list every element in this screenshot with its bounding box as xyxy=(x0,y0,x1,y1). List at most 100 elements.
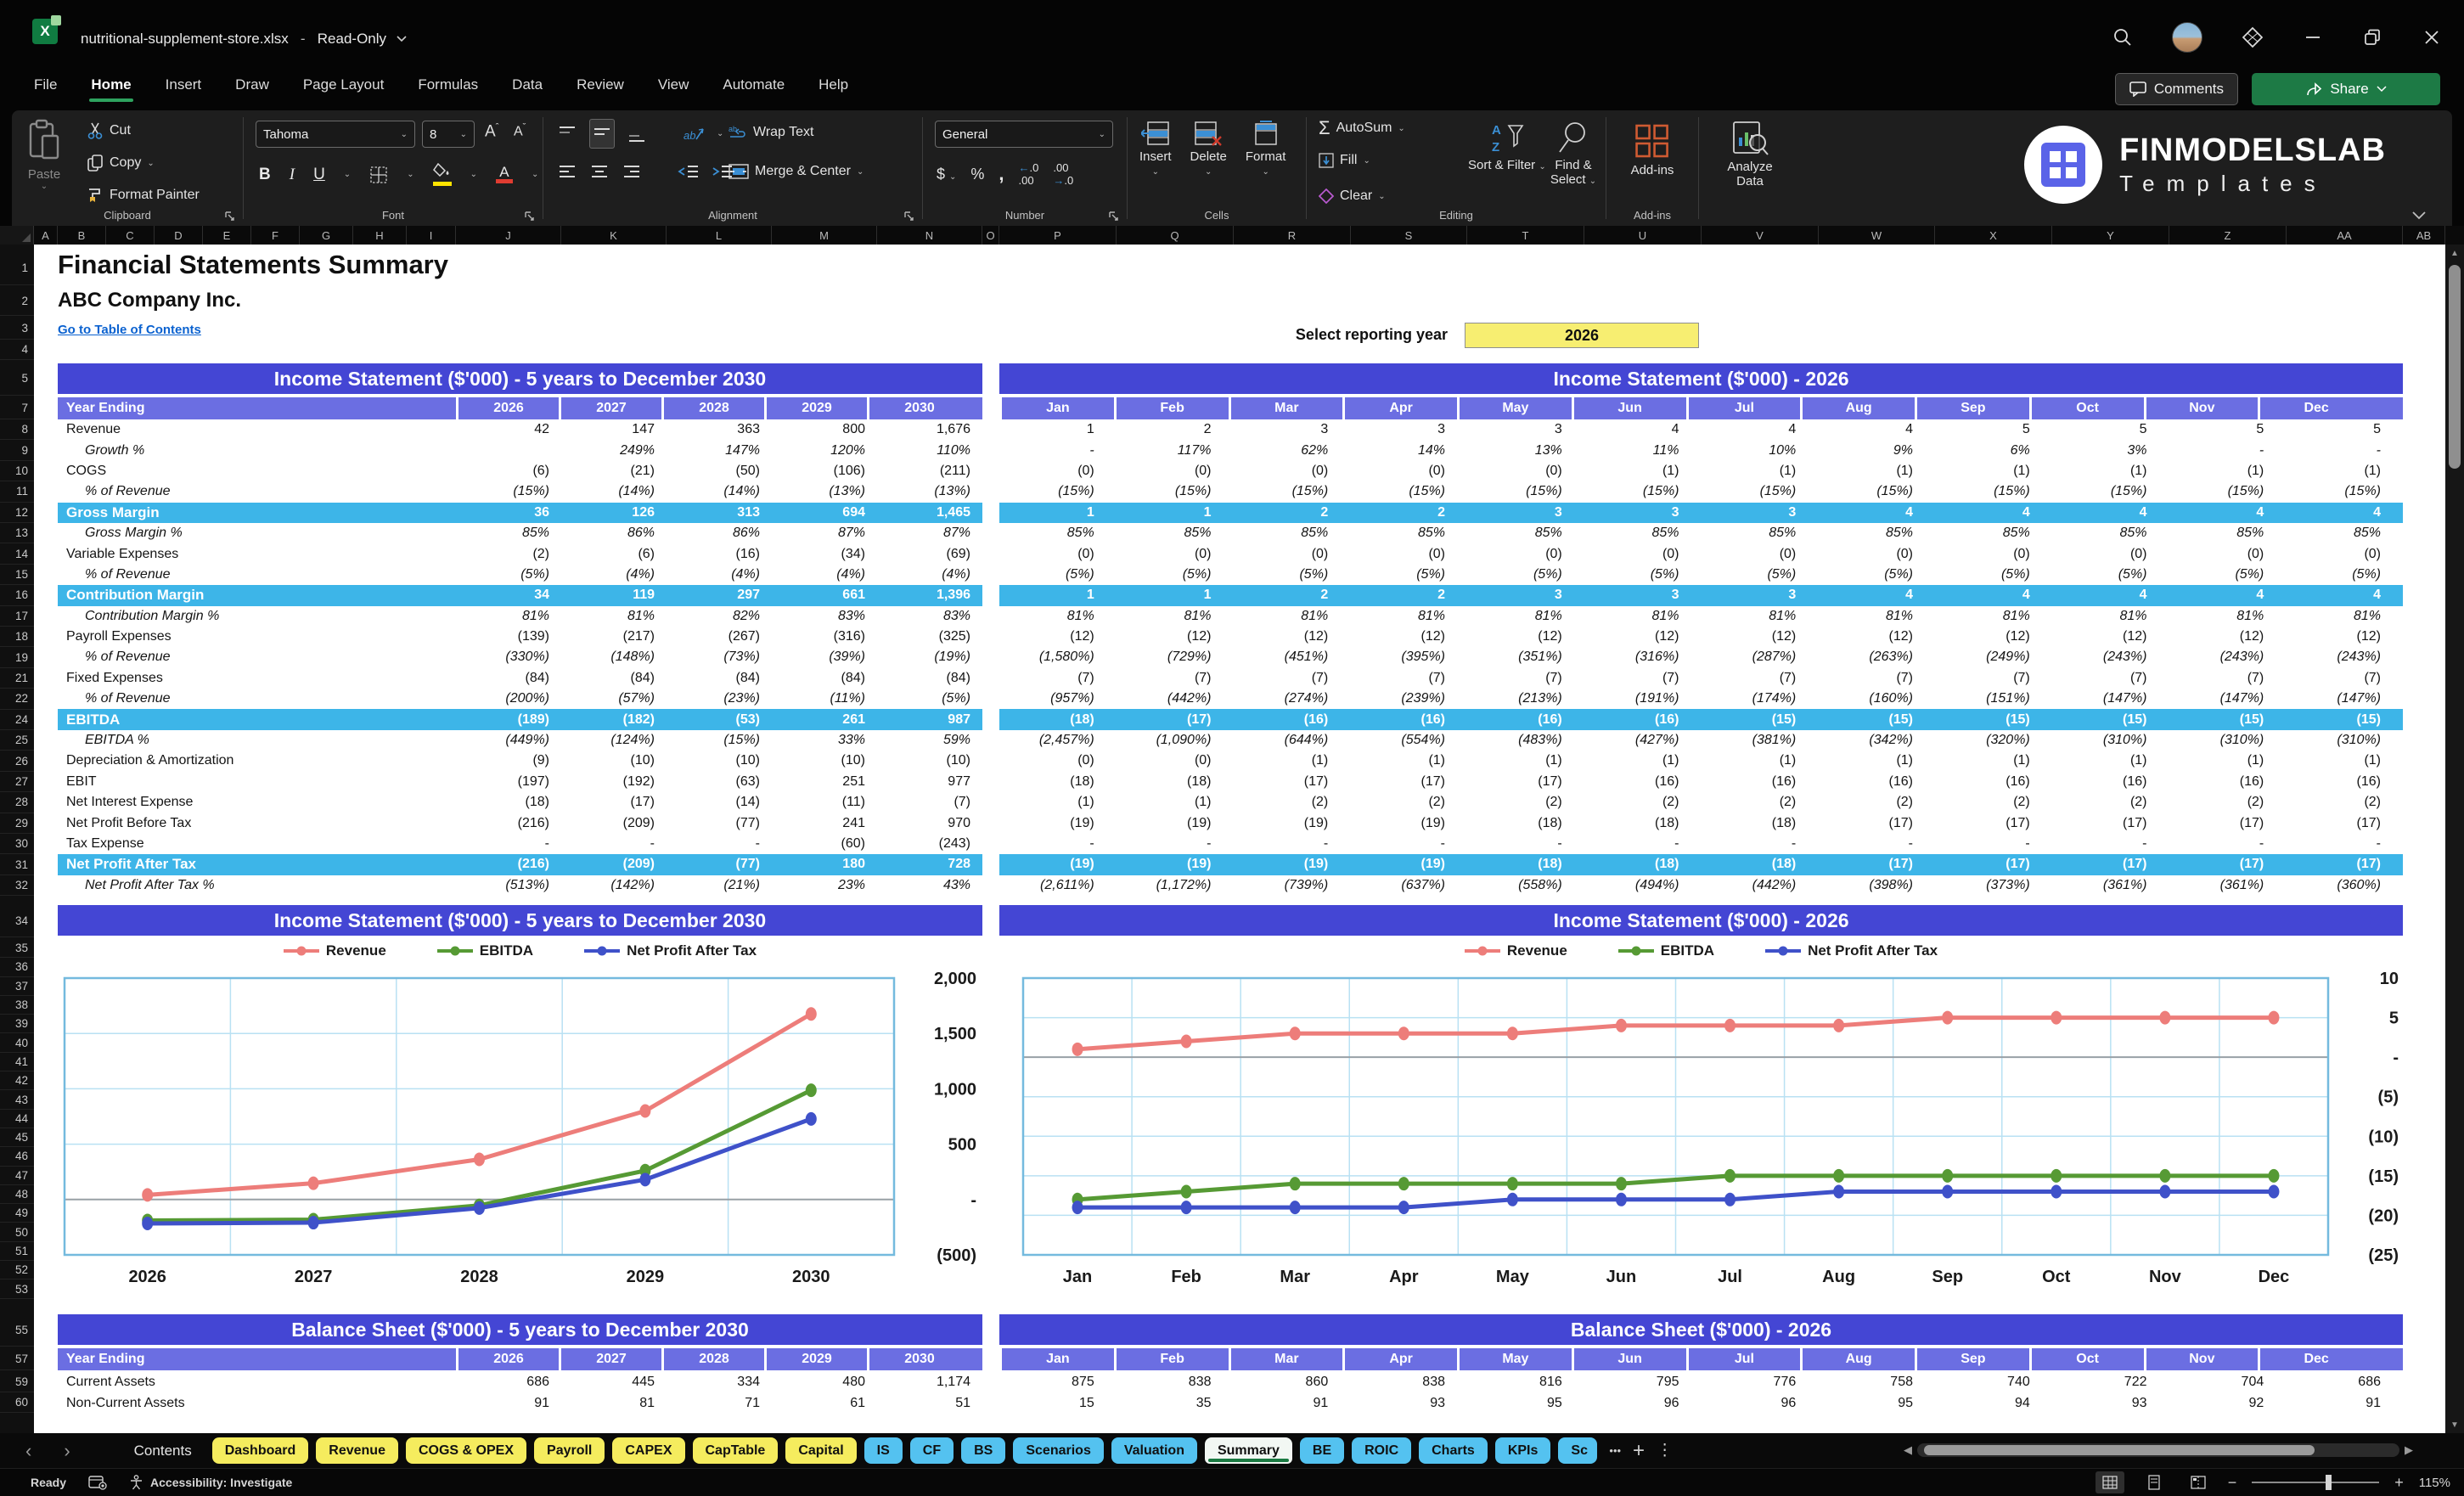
table-row[interactable]: % of Revenue(15%)(14%)(14%)(13%)(13%) xyxy=(58,481,982,502)
cell-value[interactable]: 85% xyxy=(1117,526,1234,541)
table-row[interactable]: EBIT(197)(192)(63)251977 xyxy=(58,772,982,792)
align-middle-button[interactable] xyxy=(589,119,615,149)
cell-value[interactable]: (124%) xyxy=(561,733,667,748)
row-header-10[interactable]: 10 xyxy=(0,461,34,481)
cell-value[interactable]: (84) xyxy=(877,671,982,686)
cell-value[interactable]: (18) xyxy=(456,795,561,810)
decrease-indent-icon[interactable] xyxy=(678,161,700,182)
row-header-43[interactable]: 43 xyxy=(0,1090,34,1109)
page-break-view-button[interactable] xyxy=(2184,1471,2213,1493)
delete-cells-button[interactable]: Delete⌄ xyxy=(1190,121,1227,177)
period-header-Feb[interactable]: Feb xyxy=(1114,1348,1229,1370)
column-header-AB[interactable]: AB xyxy=(2403,226,2445,245)
cell-value[interactable]: 4 xyxy=(2169,505,2287,520)
cell-value[interactable]: 87% xyxy=(877,526,982,541)
cell-value[interactable]: 81% xyxy=(456,609,561,624)
sheet-tab-bs[interactable]: BS xyxy=(961,1437,1005,1464)
cell-value[interactable]: (182) xyxy=(561,712,667,728)
cell-value[interactable]: (15) xyxy=(2169,712,2287,728)
cell-value[interactable]: 81% xyxy=(999,609,1117,624)
number-dialog-launcher[interactable] xyxy=(1108,211,1120,222)
cell-value[interactable]: 5 xyxy=(2286,422,2403,437)
cell-value[interactable]: 81% xyxy=(1234,609,1351,624)
cell-value[interactable]: (23%) xyxy=(667,691,772,706)
cell-value[interactable]: (449%) xyxy=(456,733,561,748)
cell-value[interactable]: (7) xyxy=(1584,671,1702,686)
cell-value[interactable]: (1) xyxy=(999,795,1117,810)
cell-value[interactable]: (151%) xyxy=(1935,691,2052,706)
cell-value[interactable]: (17) xyxy=(2052,816,2169,831)
cell-value[interactable]: (274%) xyxy=(1234,691,1351,706)
cell-value[interactable]: 977 xyxy=(877,774,982,790)
cell-value[interactable]: (39%) xyxy=(772,650,877,665)
row-header-22[interactable]: 22 xyxy=(0,689,34,709)
select-all-corner[interactable] xyxy=(0,226,34,245)
sheet-options-dots[interactable]: ⋮ xyxy=(1657,1441,1673,1460)
table-row[interactable]: Net Interest Expense(18)(17)(14)(11)(7) xyxy=(58,792,982,813)
cell-value[interactable]: (5%) xyxy=(1935,567,2052,582)
cell-value[interactable]: 110% xyxy=(877,443,982,458)
next-sheet-arrow[interactable]: › xyxy=(64,1440,70,1462)
table-row[interactable]: (2,611%)(1,172%)(739%)(637%)(558%)(494%)… xyxy=(999,875,2403,896)
avatar[interactable] xyxy=(2172,22,2202,53)
row-header-42[interactable]: 42 xyxy=(0,1071,34,1090)
table-row[interactable]: 85%85%85%85%85%85%85%85%85%85%85%85% xyxy=(999,523,2403,543)
column-header-O[interactable]: O xyxy=(982,226,999,245)
cell-value[interactable]: (5%) xyxy=(2286,567,2403,582)
period-header-Aug[interactable]: Aug xyxy=(1800,397,1915,419)
cell-value[interactable]: (9) xyxy=(456,753,561,768)
cell-value[interactable]: (2) xyxy=(1467,795,1584,810)
period-header-Aug[interactable]: Aug xyxy=(1800,1348,1915,1370)
cell-value[interactable]: (14%) xyxy=(561,484,667,499)
cell-value[interactable]: - xyxy=(1935,836,2052,852)
cell-value[interactable]: 85% xyxy=(1584,526,1702,541)
cell-value[interactable]: (209) xyxy=(561,816,667,831)
cell-value[interactable]: (239%) xyxy=(1350,691,1467,706)
cell-value[interactable]: (16) xyxy=(1702,774,1819,790)
cell-value[interactable]: 81% xyxy=(1702,609,1819,624)
cell-value[interactable]: (243) xyxy=(877,836,982,852)
cell-value[interactable]: (7) xyxy=(2286,671,2403,686)
cell-value[interactable]: (15%) xyxy=(456,484,561,499)
cell-value[interactable]: (53) xyxy=(667,712,772,728)
find-select-button[interactable]: Find & Select ⌄ xyxy=(1541,121,1606,187)
cell-value[interactable]: (320%) xyxy=(1935,733,2052,748)
cell-value[interactable]: 81% xyxy=(2052,609,2169,624)
format-cells-button[interactable]: Format⌄ xyxy=(1246,121,1286,177)
cell-value[interactable]: (1,172%) xyxy=(1117,878,1234,893)
cell-value[interactable]: (16) xyxy=(1350,712,1467,728)
cell-value[interactable]: (442%) xyxy=(1702,878,1819,893)
row-header-53[interactable]: 53 xyxy=(0,1279,34,1298)
cell-value[interactable]: 661 xyxy=(772,588,877,603)
cell-value[interactable]: (18) xyxy=(1117,774,1234,790)
cell-value[interactable]: (0) xyxy=(1818,547,1935,562)
cell-value[interactable]: 86% xyxy=(561,526,667,541)
table-row[interactable]: Net Profit Before Tax(216)(209)(77)24197… xyxy=(58,813,982,833)
row-header-40[interactable]: 40 xyxy=(0,1034,34,1053)
column-header-H[interactable]: H xyxy=(353,226,407,245)
cell-value[interactable]: (427%) xyxy=(1584,733,1702,748)
table-row[interactable]: Growth %249%147%120%110% xyxy=(58,440,982,460)
cell-value[interactable]: (2) xyxy=(1350,795,1467,810)
cell-value[interactable]: 241 xyxy=(772,816,877,831)
cell-value[interactable]: (21) xyxy=(561,464,667,479)
sheet-tab-contents[interactable]: Contents xyxy=(121,1437,205,1464)
cell-value[interactable]: 83% xyxy=(877,609,982,624)
cell-value[interactable]: 2 xyxy=(1350,505,1467,520)
row-header-51[interactable]: 51 xyxy=(0,1242,34,1261)
cell-value[interactable]: (6) xyxy=(561,547,667,562)
cell-value[interactable]: (0) xyxy=(1584,547,1702,562)
column-header-X[interactable]: X xyxy=(1935,226,2052,245)
increase-decimal-button[interactable]: ←.0.00 xyxy=(1019,161,1039,187)
cell-value[interactable]: 13% xyxy=(1467,443,1584,458)
cell-value[interactable]: 85% xyxy=(1935,526,2052,541)
cell-value[interactable]: 740 xyxy=(1935,1375,2052,1390)
select-year-cell[interactable]: 2026 xyxy=(1465,323,1699,348)
cell-value[interactable]: (18) xyxy=(1467,816,1584,831)
cell-value[interactable]: 95 xyxy=(1467,1396,1584,1411)
cell-value[interactable]: (84) xyxy=(667,671,772,686)
cell-value[interactable]: (17) xyxy=(2169,816,2287,831)
sheet-tab-is[interactable]: IS xyxy=(864,1437,903,1464)
period-header-Feb[interactable]: Feb xyxy=(1114,397,1229,419)
cell-value[interactable]: 71 xyxy=(667,1396,772,1411)
